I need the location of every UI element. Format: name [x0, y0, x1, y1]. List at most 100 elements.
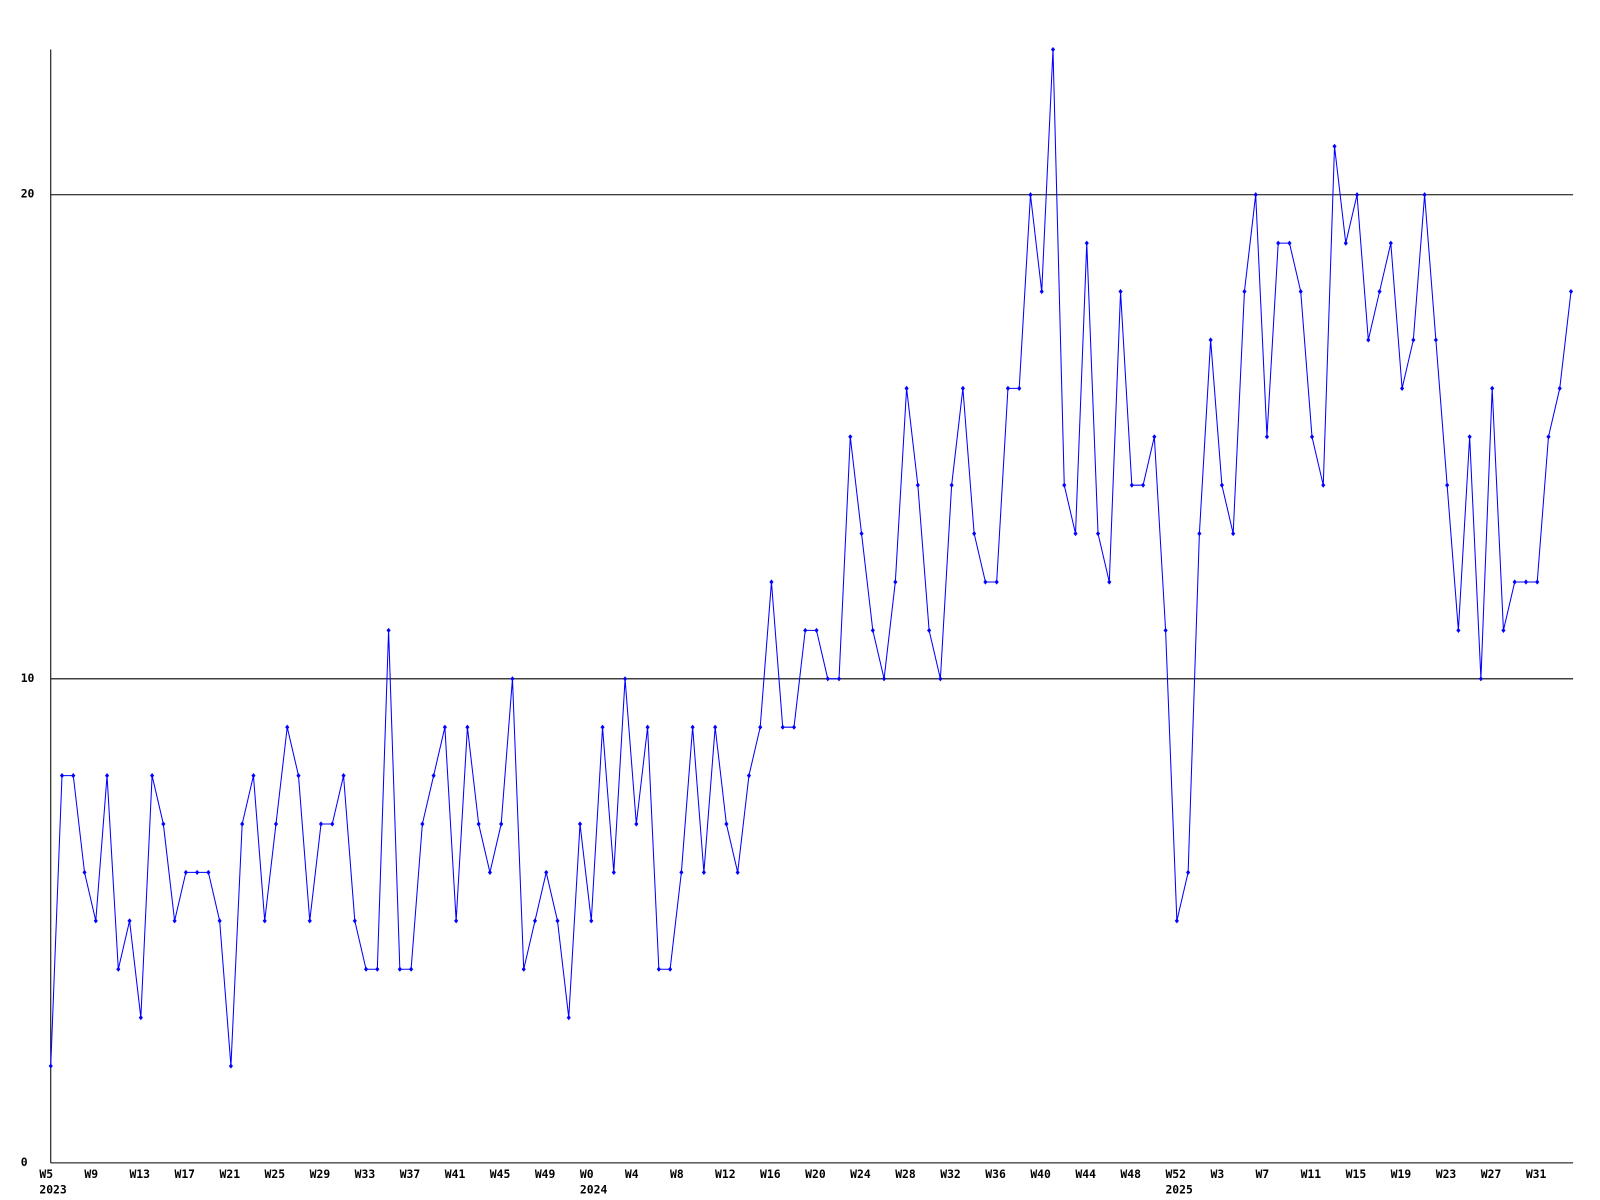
- x-tick-label: W8: [670, 1167, 684, 1181]
- data-point: [713, 724, 718, 730]
- data-point: [544, 869, 549, 876]
- data-point: [1219, 482, 1224, 488]
- data-point: [746, 773, 752, 779]
- data-point: [690, 724, 695, 730]
- data-point: [600, 724, 605, 730]
- x-tick-label: W4: [625, 1167, 639, 1181]
- data-point: [1264, 434, 1270, 440]
- x-tick-label: W40: [1030, 1167, 1051, 1181]
- x-tick-label: W37: [400, 1167, 421, 1181]
- x-tick-label: W52: [1165, 1167, 1186, 1181]
- data-point: [195, 869, 200, 876]
- x-tick-label: W25: [265, 1167, 286, 1181]
- data-point: [1298, 288, 1303, 295]
- x-tick-label: W9: [84, 1167, 98, 1181]
- data-point: [814, 627, 819, 633]
- data-point: [285, 724, 290, 730]
- data-point: [104, 773, 110, 779]
- data-point: [228, 1063, 233, 1069]
- x-year-label: 2023: [39, 1183, 67, 1197]
- data-point: [307, 918, 312, 924]
- data-point: [532, 918, 538, 924]
- data-point: [217, 918, 222, 924]
- data-point: [71, 773, 76, 779]
- data-point: [420, 821, 425, 827]
- data-point: [994, 579, 999, 585]
- data-point: [825, 676, 830, 682]
- data-point: [949, 482, 954, 488]
- x-tick-label: W23: [1436, 1167, 1457, 1181]
- data-point: [487, 869, 493, 876]
- data-point: [1028, 192, 1033, 198]
- data-point: [1062, 482, 1067, 488]
- data-point: [138, 1015, 143, 1021]
- data-point: [1276, 240, 1281, 246]
- data-point: [589, 918, 594, 924]
- x-tick-label: W27: [1481, 1167, 1502, 1181]
- data-point: [859, 531, 864, 537]
- data-point: [893, 579, 898, 585]
- x-tick-label: W29: [310, 1167, 331, 1181]
- data-point: [1343, 240, 1348, 246]
- data-point: [1321, 482, 1326, 488]
- data-point: [679, 869, 684, 876]
- data-point: [1107, 579, 1112, 585]
- data-point: [758, 724, 763, 730]
- data-point: [735, 869, 740, 876]
- data-point: [645, 724, 650, 730]
- data-point: [1017, 385, 1022, 391]
- data-point: [1197, 531, 1202, 537]
- data-point: [904, 385, 909, 391]
- x-tick-label: W11: [1301, 1167, 1322, 1181]
- data-point: [870, 627, 875, 633]
- data-point: [927, 627, 932, 633]
- data-point: [577, 821, 583, 827]
- data-point: [521, 966, 526, 972]
- data-point: [1523, 579, 1529, 585]
- data-point: [386, 627, 391, 633]
- x-tick-label: W32: [940, 1167, 961, 1181]
- data-point: [1208, 337, 1213, 343]
- data-point: [206, 869, 211, 876]
- data-point: [510, 676, 515, 682]
- data-point: [1141, 482, 1146, 488]
- data-point: [1174, 918, 1179, 924]
- data-point: [341, 773, 346, 779]
- data-point: [161, 821, 166, 827]
- data-point: [555, 918, 560, 924]
- data-point: [116, 966, 121, 972]
- data-point: [1084, 240, 1089, 246]
- data-point: [150, 773, 155, 779]
- data-point: [251, 773, 256, 779]
- data-point: [1050, 46, 1056, 53]
- data-point: [1354, 192, 1360, 198]
- data-point: [915, 482, 920, 488]
- data-point: [1501, 627, 1506, 633]
- x-tick-label: W31: [1526, 1167, 1547, 1181]
- data-point: [82, 869, 87, 876]
- data-point: [499, 821, 504, 827]
- data-point: [724, 821, 729, 827]
- data-point: [1309, 434, 1315, 440]
- data-point: [960, 385, 965, 391]
- data-point: [48, 1063, 53, 1069]
- data-point: [442, 724, 447, 730]
- x-tick-label: W15: [1346, 1167, 1367, 1181]
- data-point: [375, 966, 380, 972]
- data-point: [701, 869, 706, 876]
- data-point: [566, 1015, 571, 1021]
- x-tick-label: W19: [1391, 1167, 1412, 1181]
- y-tick-label: 10: [21, 671, 35, 685]
- data-point: [634, 821, 639, 827]
- x-tick-label: W7: [1256, 1167, 1270, 1181]
- x-tick-label: W33: [355, 1167, 376, 1181]
- data-point: [127, 918, 132, 924]
- data-point: [1287, 240, 1292, 246]
- x-tick-label: W44: [1075, 1167, 1096, 1181]
- data-point: [1231, 531, 1236, 537]
- data-point: [1118, 288, 1123, 295]
- data-point: [938, 676, 943, 682]
- data-point: [59, 773, 65, 779]
- data-point: [1039, 288, 1044, 295]
